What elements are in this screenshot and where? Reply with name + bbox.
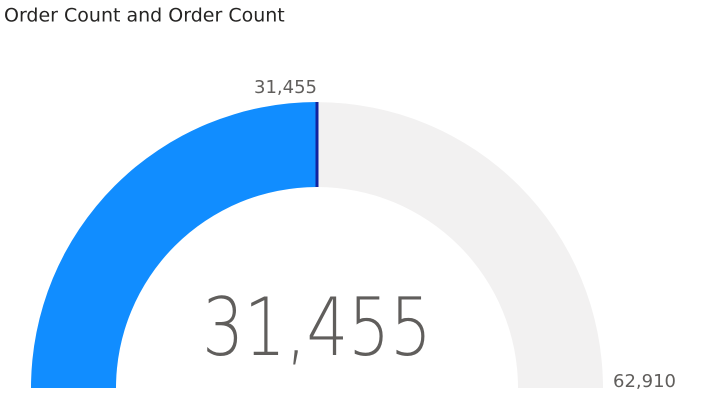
- max-label: 62,910: [613, 371, 676, 392]
- gauge-fill: [31, 102, 317, 388]
- target-label: 31,455: [254, 77, 317, 98]
- gauge-value-label: 31,455: [202, 282, 431, 375]
- chart-title: Order Count and Order Count: [4, 5, 285, 27]
